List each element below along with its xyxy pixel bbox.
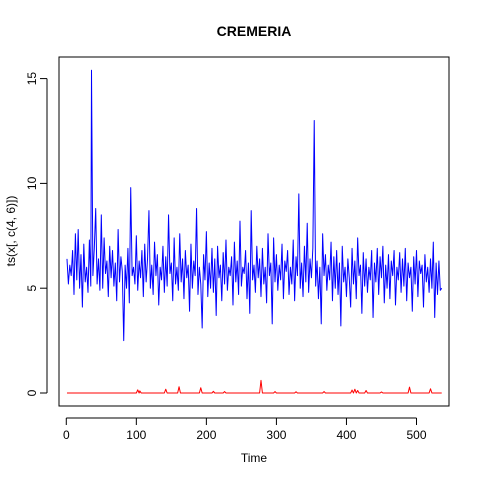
series-line-1 [66, 69, 443, 342]
x-tick-label: 400 [336, 428, 356, 442]
x-tick-label: 500 [406, 428, 426, 442]
y-axis: 0 5 10 15 [25, 72, 48, 396]
x-axis: 0 100 200 300 400 500 [63, 417, 427, 442]
x-tick-label: 0 [63, 428, 70, 442]
x-tick-label: 100 [126, 428, 146, 442]
series-layer [66, 69, 443, 394]
x-axis-label: Time [241, 451, 268, 465]
x-tick-label: 300 [266, 428, 286, 442]
y-axis-label: ts(x[, c(4, 6)]) [4, 196, 18, 267]
chart-title: CREMERIA [217, 23, 292, 39]
y-tick-label: 10 [25, 176, 39, 190]
y-tick-label: 5 [25, 285, 39, 292]
series-line-2 [66, 379, 442, 394]
x-tick-label: 200 [196, 428, 216, 442]
y-tick-label: 15 [25, 72, 39, 86]
plot-frame [58, 56, 450, 407]
y-tick-label: 0 [25, 389, 39, 396]
